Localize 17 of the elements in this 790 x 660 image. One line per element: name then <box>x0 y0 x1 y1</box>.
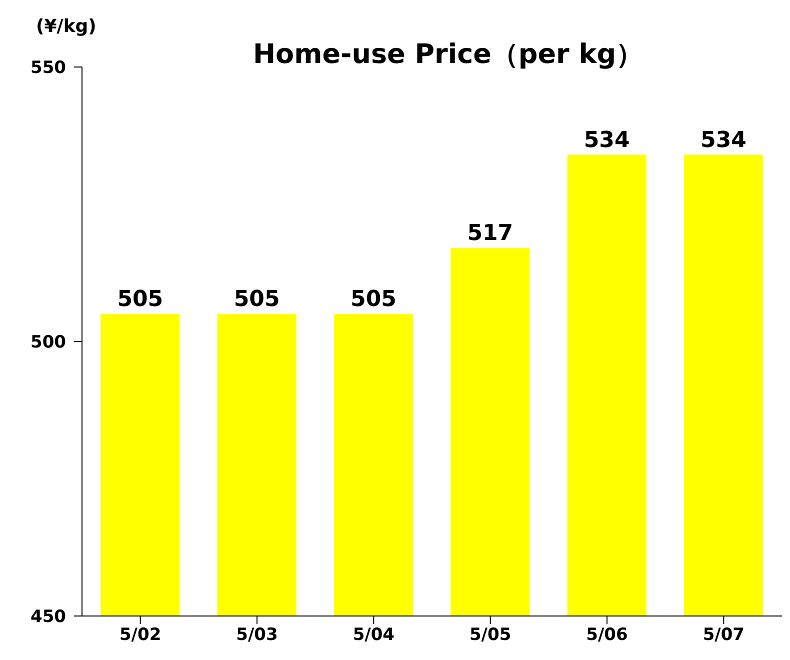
data-label: 505 <box>350 287 396 312</box>
data-label: 534 <box>584 128 630 153</box>
x-tick-label: 5/07 <box>702 625 745 646</box>
chart-title: Home-use Price（per kg） <box>252 38 644 72</box>
x-tick-label: 5/05 <box>469 625 512 646</box>
x-tick-label: 5/06 <box>586 625 628 646</box>
data-label: 534 <box>700 128 746 153</box>
x-tick-label: 5/02 <box>119 625 162 646</box>
x-tick-label: 5/03 <box>236 625 278 646</box>
y-tick-label: 500 <box>30 332 66 353</box>
data-label: 505 <box>234 287 280 312</box>
data-label: 517 <box>467 221 514 246</box>
y-axis-title: (¥/kg) <box>36 16 96 37</box>
x-tick-label: 5/04 <box>352 625 395 646</box>
y-tick-label: 550 <box>30 58 66 78</box>
data-label: 505 <box>117 287 164 312</box>
y-tick-label: 450 <box>30 607 66 628</box>
